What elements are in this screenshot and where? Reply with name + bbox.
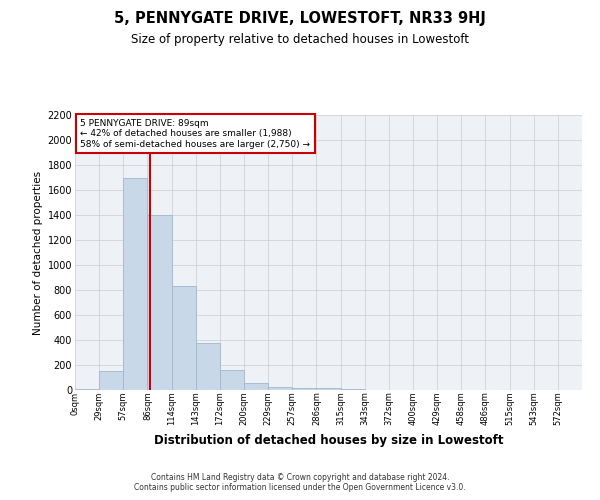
Bar <box>292 388 316 390</box>
Text: 5 PENNYGATE DRIVE: 89sqm
← 42% of detached houses are smaller (1,988)
58% of sem: 5 PENNYGATE DRIVE: 89sqm ← 42% of detach… <box>80 118 310 148</box>
Bar <box>148 215 172 390</box>
X-axis label: Distribution of detached houses by size in Lowestoft: Distribution of detached houses by size … <box>154 434 503 446</box>
Bar <box>244 382 268 390</box>
Bar <box>316 388 341 390</box>
Y-axis label: Number of detached properties: Number of detached properties <box>34 170 43 334</box>
Bar <box>123 178 148 390</box>
Bar <box>268 387 292 390</box>
Bar <box>220 370 244 390</box>
Bar <box>99 371 123 390</box>
Bar <box>341 389 365 390</box>
Bar <box>172 286 196 390</box>
Text: Size of property relative to detached houses in Lowestoft: Size of property relative to detached ho… <box>131 32 469 46</box>
Bar <box>75 389 99 390</box>
Text: Contains HM Land Registry data © Crown copyright and database right 2024.
Contai: Contains HM Land Registry data © Crown c… <box>134 473 466 492</box>
Text: 5, PENNYGATE DRIVE, LOWESTOFT, NR33 9HJ: 5, PENNYGATE DRIVE, LOWESTOFT, NR33 9HJ <box>114 11 486 26</box>
Bar <box>196 342 220 390</box>
